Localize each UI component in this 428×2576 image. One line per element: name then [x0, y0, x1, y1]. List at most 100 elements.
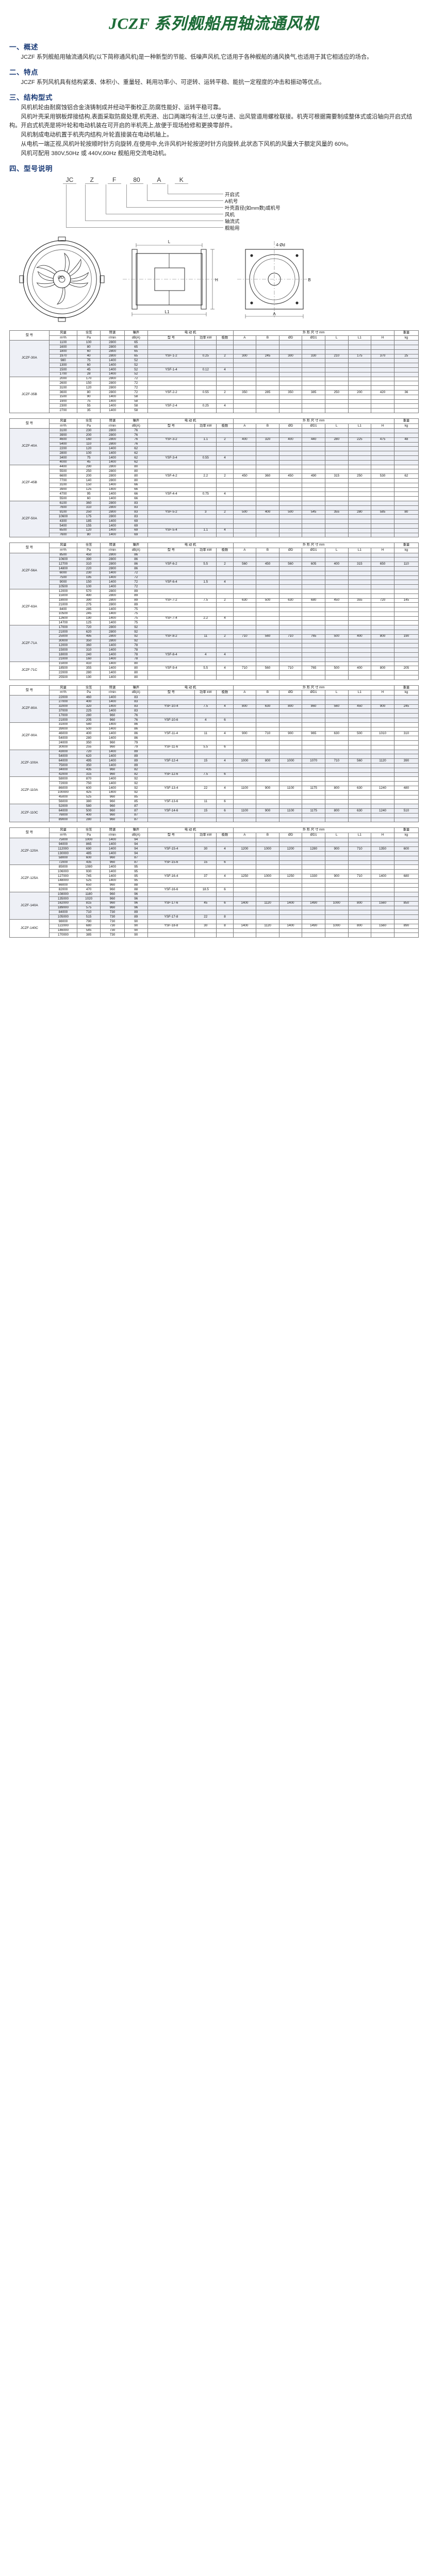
table-cell — [147, 625, 195, 631]
table-cell — [216, 381, 234, 386]
table-cell: 3100 — [48, 482, 78, 488]
table-cell — [371, 892, 394, 897]
table-cell: 1000 — [256, 846, 279, 852]
table-cell: 21000 — [48, 630, 78, 635]
column-header: ØD — [278, 547, 303, 553]
table-cell — [393, 878, 419, 884]
table-cell — [371, 842, 394, 848]
table-cell: 400 — [233, 437, 257, 443]
table-cell: 92 — [124, 630, 148, 635]
table-cell: 350 — [233, 389, 257, 395]
table-cell — [256, 532, 279, 538]
table-cell — [278, 442, 303, 447]
table-cell: 96 — [124, 892, 148, 897]
table-row: 4600 160 2800 76 YSF-3-2 1.1 2 400 320 400 440 280 2… — [10, 437, 419, 443]
table-cell: 2800 — [100, 505, 125, 511]
table-cell — [348, 464, 372, 470]
table-cell: 2300 — [48, 403, 78, 409]
table-cell: 34000 — [48, 767, 78, 773]
table-cell — [278, 855, 303, 861]
table-cell: 75 — [77, 399, 101, 404]
table-cell: 92 — [124, 776, 148, 782]
table-cell: 1400 — [100, 363, 125, 368]
table-cell — [371, 887, 394, 893]
table-cell — [324, 519, 349, 524]
drawing-rear-view: A B 4-Ød — [233, 236, 316, 325]
table-cell — [194, 505, 217, 511]
table-cell — [278, 593, 303, 599]
table-cell — [371, 695, 394, 700]
table-cell: 8 — [216, 914, 234, 920]
table-cell — [233, 670, 257, 676]
table-cell — [147, 469, 195, 474]
column-header: H — [371, 423, 394, 429]
table-cell — [147, 514, 195, 520]
table-cell: 730 — [100, 919, 125, 924]
table-cell: 86 — [124, 552, 148, 558]
table-cell — [348, 528, 372, 533]
table-cell: 1200 — [278, 846, 303, 852]
table-row: 100000 425 1400 92 — [10, 790, 419, 795]
table-cell: 190 — [393, 634, 419, 639]
column-group-header: 全压 — [77, 418, 101, 424]
table-cell — [371, 905, 394, 911]
table-cell — [302, 812, 325, 818]
table-cell — [147, 781, 195, 786]
table-cell — [393, 781, 419, 786]
table-cell: 560 — [256, 634, 279, 639]
column-header: kg — [393, 833, 419, 838]
table-cell — [233, 754, 257, 759]
column-group-header: 风量 — [48, 827, 78, 833]
table-cell — [194, 376, 217, 382]
table-cell — [233, 656, 257, 662]
table-cell — [393, 620, 419, 626]
table-cell — [324, 837, 349, 843]
table-cell — [302, 670, 325, 676]
table-cell: 86 — [124, 731, 148, 737]
table-cell — [233, 399, 257, 404]
table-cell — [194, 892, 217, 897]
table-cell: 1100 — [278, 786, 303, 791]
table-cell — [278, 363, 303, 368]
table-cell — [302, 648, 325, 653]
table-cell: 4 — [216, 758, 234, 764]
table-cell: 490 — [302, 473, 325, 479]
table-cell — [393, 432, 419, 438]
table-cell — [256, 523, 279, 529]
table-cell — [302, 584, 325, 589]
table-cell: YSF-3-4 — [147, 455, 195, 461]
table-cell: 6 — [216, 718, 234, 723]
table-cell — [371, 804, 394, 809]
table-cell — [348, 340, 372, 346]
table-cell — [194, 928, 217, 934]
table-cell — [194, 349, 217, 354]
table-cell: 105000 — [48, 914, 78, 920]
table-cell — [302, 500, 325, 506]
table-cell — [256, 487, 279, 493]
table-cell — [393, 588, 419, 594]
column-group-header: 转速 — [100, 330, 125, 336]
table-cell — [348, 432, 372, 438]
table-cell — [324, 919, 349, 924]
section-paragraph: JCZF 系列风机具有结构紧凑、体积小、重量轻、耗用功率小、可逆转、运转平稳、能… — [21, 79, 325, 86]
table-cell — [194, 713, 217, 719]
table-cell: 865 — [77, 842, 101, 848]
table-cell — [256, 469, 279, 474]
table-cell: 94 — [124, 851, 148, 856]
table-cell: 1400 — [233, 901, 257, 906]
table-cell — [302, 607, 325, 612]
table-cell — [302, 376, 325, 382]
table-cell: 310 — [77, 562, 101, 567]
table-cell — [216, 817, 234, 823]
table-cell: 1350 — [371, 846, 394, 852]
drawing-side-view: L1 L H — [119, 236, 220, 325]
table-cell: 12000 — [48, 588, 78, 594]
section-structure: 三、结构型式 风机机轮由耐腐蚀铝合金浇铸制成并经动平衡校正,防腐性能好、运转平稳… — [9, 92, 419, 158]
table-cell — [371, 855, 394, 861]
table-cell: 96 — [124, 905, 148, 911]
table-cell: 310 — [393, 731, 419, 737]
table-cell: 76 — [124, 718, 148, 723]
column-group-header: 重量 — [393, 330, 419, 336]
table-cell: 570 — [77, 588, 101, 594]
table-cell — [233, 340, 257, 346]
